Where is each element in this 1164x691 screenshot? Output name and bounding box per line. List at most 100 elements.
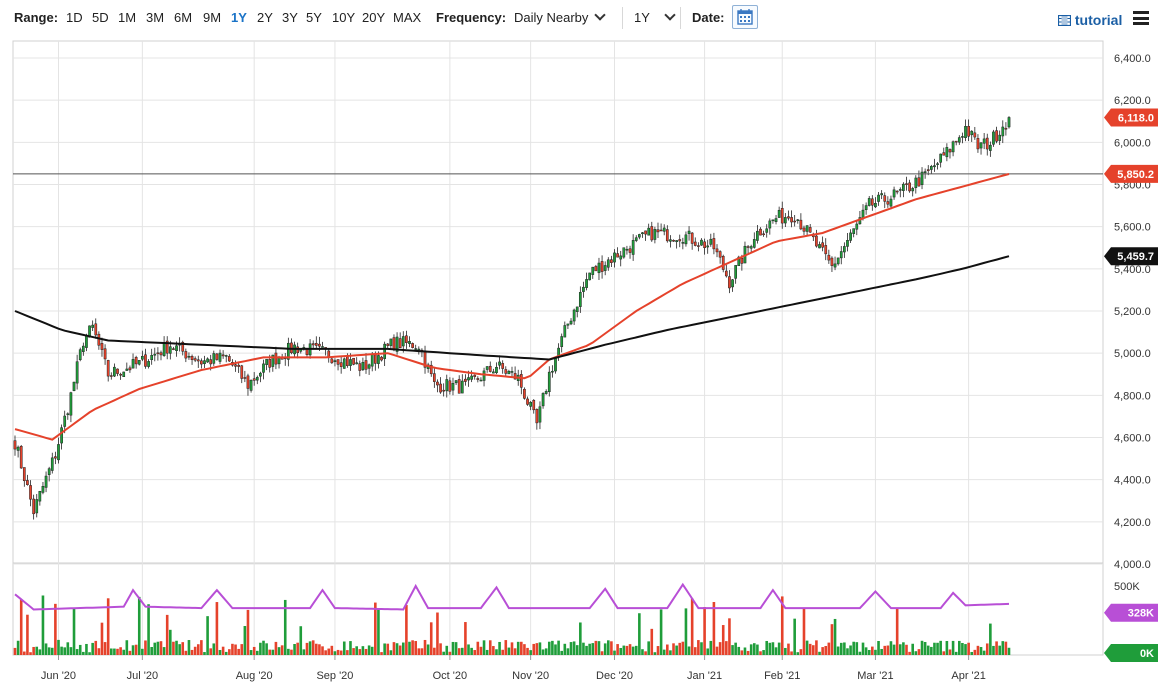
candle-body [538, 406, 542, 423]
range-button-5y[interactable]: 5Y [306, 10, 322, 25]
candle-body [712, 238, 716, 250]
volume-bar [131, 645, 135, 655]
slow-ma-tag-shape [1104, 247, 1158, 266]
candlestick [507, 369, 511, 375]
candle-body [877, 194, 880, 202]
candle-body [718, 251, 722, 258]
candle-body [193, 358, 197, 361]
volume-bar [100, 622, 104, 655]
candlestick [634, 235, 638, 243]
candlestick [44, 471, 48, 493]
range-button-9m[interactable]: 9M [203, 10, 222, 25]
frequency-dropdown[interactable]: Daily Nearby [514, 9, 607, 25]
candle-body [724, 270, 728, 277]
candlestick [193, 356, 197, 363]
candle-body [737, 256, 741, 267]
range-button-2y[interactable]: 2Y [257, 10, 273, 25]
candle-body [613, 252, 616, 263]
range-button-1m[interactable]: 1M [118, 10, 137, 25]
volume-bar [370, 646, 374, 655]
candle-body [432, 373, 436, 382]
volume-bar [532, 643, 536, 655]
candle-body [141, 355, 144, 360]
candle-body [970, 130, 974, 136]
volume-bar [653, 652, 657, 655]
candlestick [187, 352, 191, 360]
volume-bar [504, 640, 508, 655]
candlestick [504, 366, 508, 376]
candlestick [700, 238, 703, 246]
volume-bar [538, 642, 542, 655]
candlestick [283, 352, 287, 366]
volume-bar [324, 650, 327, 655]
candle-body [606, 259, 610, 268]
candlestick [203, 355, 206, 368]
candlestick [339, 356, 343, 374]
slow-ma-tag-text: 5,459.7 [1117, 251, 1154, 263]
candle-body [985, 137, 989, 150]
candlestick [768, 218, 772, 235]
candle-body [796, 219, 800, 221]
range-button-1d[interactable]: 1D [66, 10, 83, 25]
candlestick [91, 320, 95, 332]
candle-body [165, 340, 169, 354]
range-button-3m[interactable]: 3M [146, 10, 165, 25]
candle-body [886, 201, 890, 205]
volume-bar [631, 646, 635, 655]
volume-bar [181, 642, 185, 655]
volume-bar [551, 640, 554, 655]
candle-body [318, 343, 321, 347]
candlestick [249, 379, 253, 393]
candle-body [644, 230, 647, 235]
volume-bar [212, 643, 216, 655]
volume-bar [342, 641, 346, 655]
candlestick [159, 350, 163, 361]
candlestick [538, 401, 542, 430]
volume-bar [47, 647, 51, 655]
candlestick [780, 201, 784, 229]
volume-bar [721, 625, 725, 655]
candle-body [821, 242, 824, 248]
candlestick [476, 376, 480, 383]
candlestick [442, 383, 446, 397]
candlestick [606, 257, 610, 271]
candlestick [488, 361, 492, 373]
candlestick [693, 237, 697, 247]
range-button-1y[interactable]: 1Y [231, 10, 247, 25]
candlestick [57, 437, 60, 464]
candle-body [784, 217, 787, 224]
volume-bar [628, 644, 632, 655]
candlestick [519, 370, 523, 395]
range-button-max[interactable]: MAX [393, 10, 422, 25]
candlestick [992, 129, 995, 147]
candlestick [554, 357, 557, 374]
candle-body [790, 217, 793, 223]
candle-body [488, 365, 492, 372]
price-tick-label: 4,800.0 [1114, 390, 1151, 402]
period-dropdown[interactable]: 1Y [634, 9, 676, 25]
range-button-20y[interactable]: 20Y [362, 10, 386, 25]
volume-bar [606, 640, 610, 655]
range-button-10y[interactable]: 10Y [332, 10, 356, 25]
hamburger-menu-icon[interactable] [1133, 11, 1149, 25]
candle-body [787, 216, 790, 219]
volume-bar [237, 648, 240, 655]
volume-bar [380, 652, 383, 655]
range-button-5d[interactable]: 5D [92, 10, 109, 25]
range-button-3y[interactable]: 3Y [282, 10, 298, 25]
volume-bar [60, 646, 63, 655]
candle-body [669, 239, 672, 242]
candlestick [945, 143, 949, 162]
volume-bar [759, 651, 762, 655]
range-button-6m[interactable]: 6M [174, 10, 193, 25]
candle-body [321, 346, 324, 348]
tutorial-link[interactable]: tutorial [1057, 12, 1122, 28]
candlestick [653, 226, 657, 244]
volume-bar [703, 607, 706, 655]
candle-body [72, 381, 76, 391]
volume-bar [147, 604, 150, 655]
chevron-down-icon [664, 9, 676, 21]
volume-bar [165, 614, 169, 655]
candle-body [1007, 117, 1011, 128]
date-picker-button[interactable] [732, 5, 758, 29]
